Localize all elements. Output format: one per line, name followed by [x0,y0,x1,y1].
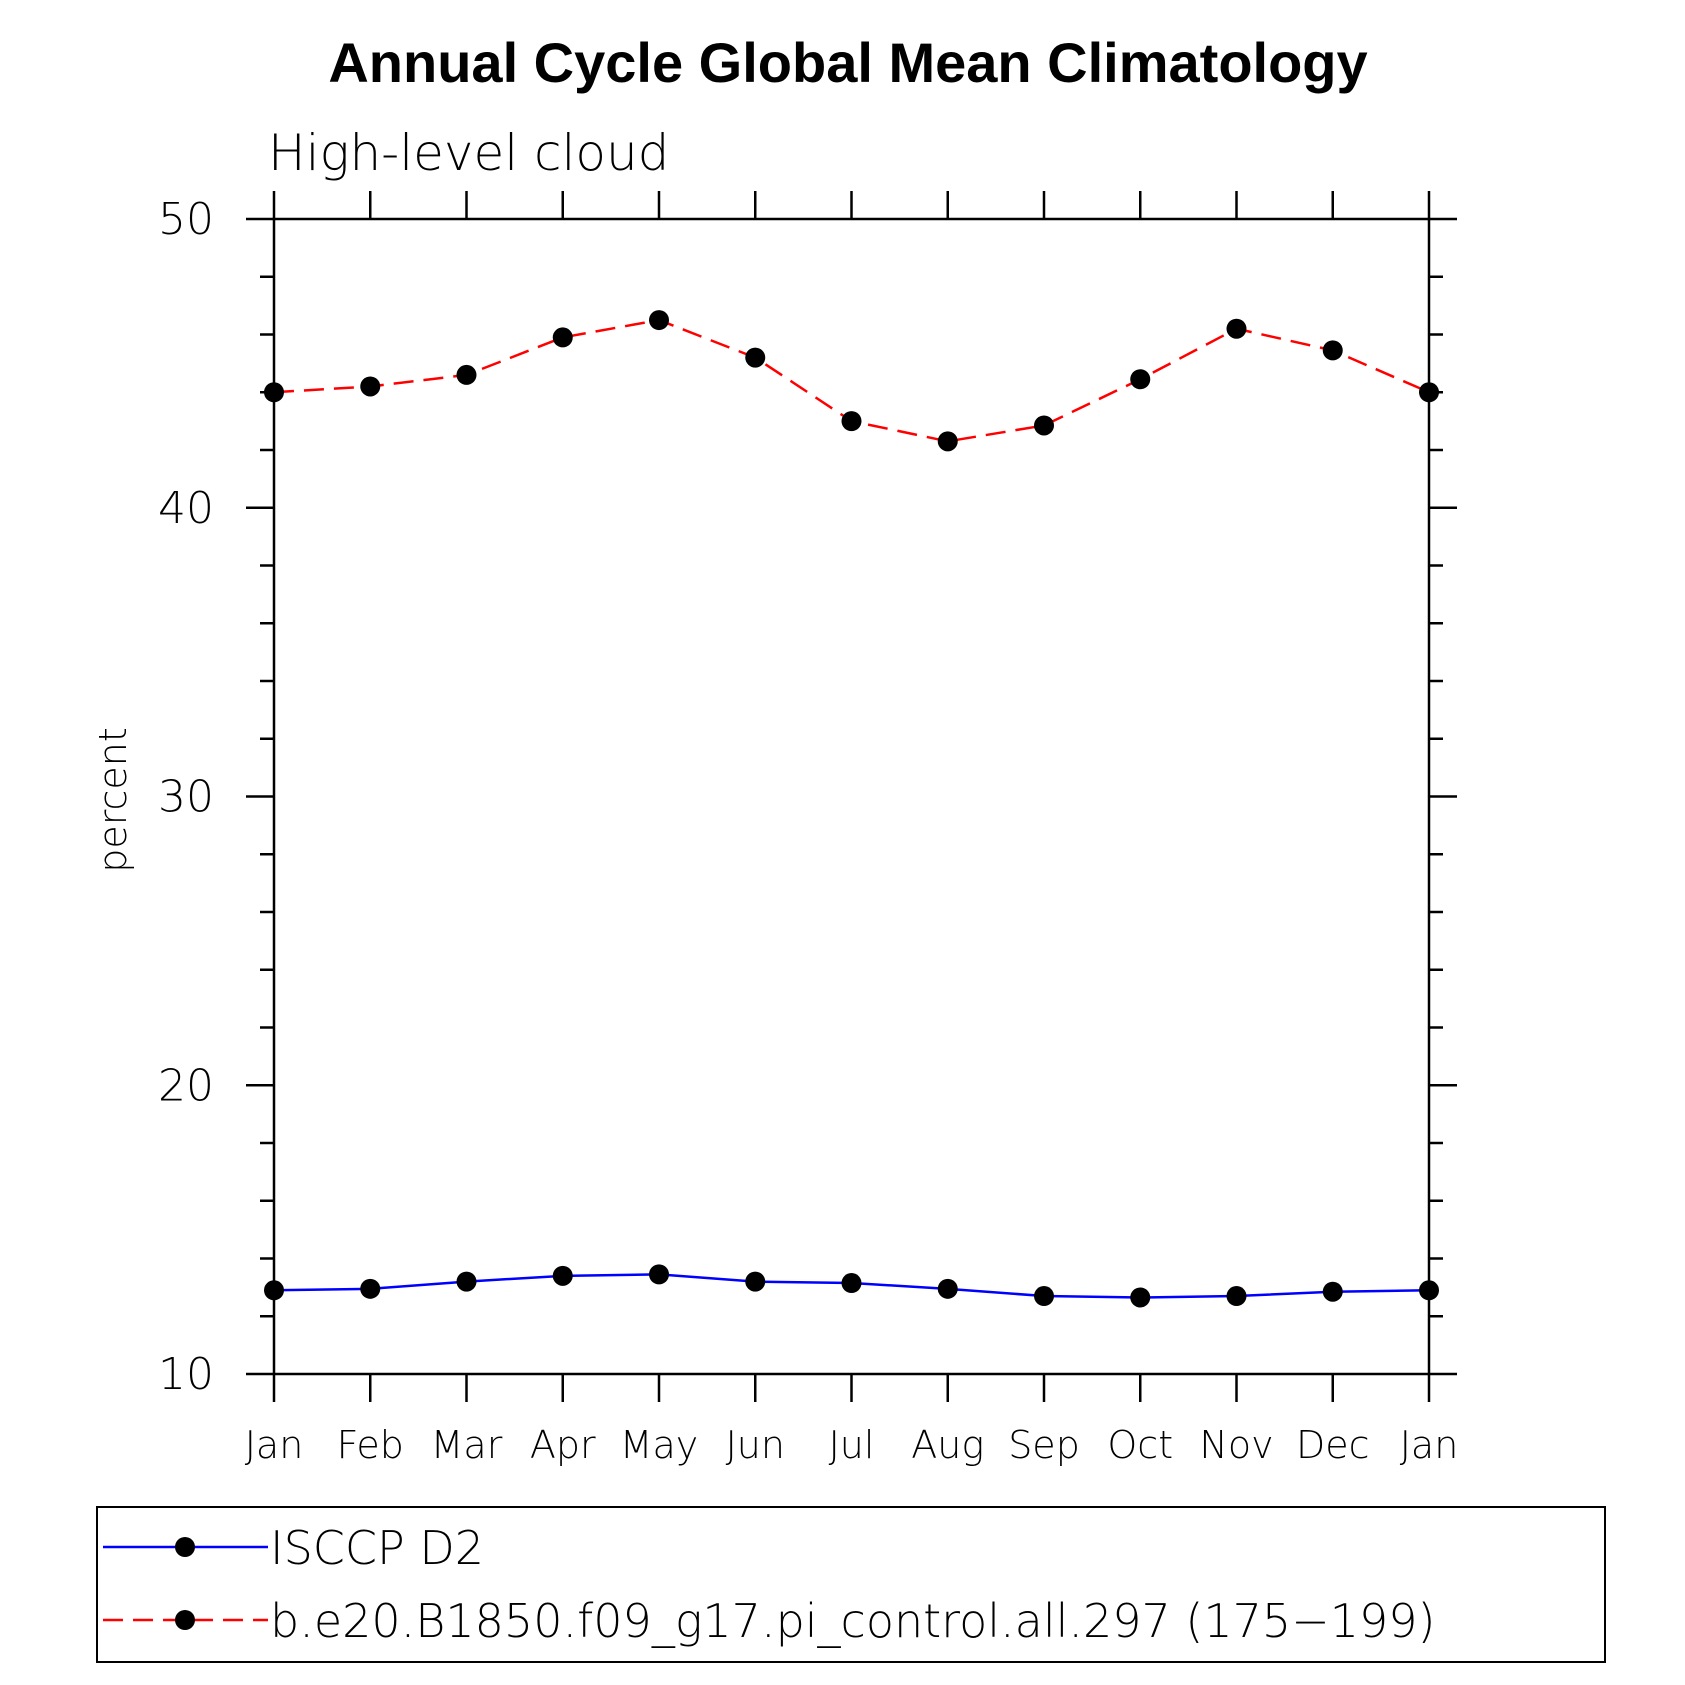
series-1-point [456,364,477,385]
legend: ISCCP D2 b.e20.B1850.f09_g17.pi_control.a… [96,1506,1606,1663]
plot-frame [272,217,1431,1376]
y-tick-label: 40 [158,483,214,534]
series-1-point [552,327,573,348]
series-1-point [1322,340,1343,361]
series-0-point [1034,1286,1054,1307]
x-tick-label: Dec [1296,1423,1370,1467]
legend-marker-0 [175,1537,195,1557]
y-tick-label: 50 [158,194,214,245]
legend-marker-1 [175,1610,195,1630]
x-tick-label: May [620,1423,699,1467]
legend-label-0: ISCCP D2 [270,1521,484,1575]
y-tick-label: 20 [158,1060,214,1111]
y-axis-label: percent [91,727,135,873]
y-tick-label: 30 [158,772,214,823]
legend-box [96,1506,1606,1663]
x-tick-label: Jan [1400,1423,1459,1467]
series-1-point [360,376,381,397]
series-1-point [841,411,862,432]
series-1-point [1130,369,1151,390]
legend-label-1: b.e20.B1850.f09_g17.pi_control.all.297 (… [270,1594,1435,1648]
x-tick-labels: Jan Feb Mar Apr May Jun Jul Aug Sep Oct Nov Dec Jan [245,1423,1459,1467]
series-1-point [745,347,766,368]
x-tick-label: Sep [1008,1423,1080,1467]
series-1-point [649,310,669,331]
series-1-point [1226,318,1247,339]
x-tick-label: Mar [431,1423,503,1467]
series-0-point [745,1271,766,1292]
series-0-point [552,1265,573,1286]
legend-entries: ISCCP D2 b.e20.B1850.f09_g17.pi_control.a… [103,1521,1435,1648]
series-0-point [1419,1280,1439,1301]
x-tick-label: Jun [726,1423,785,1467]
series-0-point [1130,1287,1151,1308]
x-tick-label: Feb [337,1423,404,1467]
series-0-point [1226,1286,1247,1307]
series-0-point [937,1278,958,1299]
y-tick-labels: 10 20 30 40 50 [158,194,214,1400]
series-0-point [1322,1281,1343,1302]
x-tick-label: Jul [829,1423,875,1467]
y-tick-label: 10 [158,1349,214,1400]
series-0-point [360,1278,381,1299]
series-0-point [456,1271,477,1292]
series-0-point [264,1280,284,1301]
x-tick-label: Apr [530,1423,596,1467]
x-tick-label: Aug [911,1423,984,1467]
chart-title: Annual Cycle Global Mean Climatology [328,31,1367,94]
axis-ticks [246,191,1457,1402]
series-1-point [937,431,958,452]
x-tick-label: Nov [1199,1423,1273,1467]
series-layer [264,310,1439,1308]
series-1-point [1034,415,1054,436]
series-0-point [649,1264,669,1285]
series-0-point [841,1273,862,1294]
chart-subtitle: High-level cloud [268,124,669,182]
x-tick-label: Jan [245,1423,304,1467]
series-1-point [1419,382,1439,403]
x-tick-label: Oct [1107,1423,1173,1467]
series-1-point [264,382,284,403]
